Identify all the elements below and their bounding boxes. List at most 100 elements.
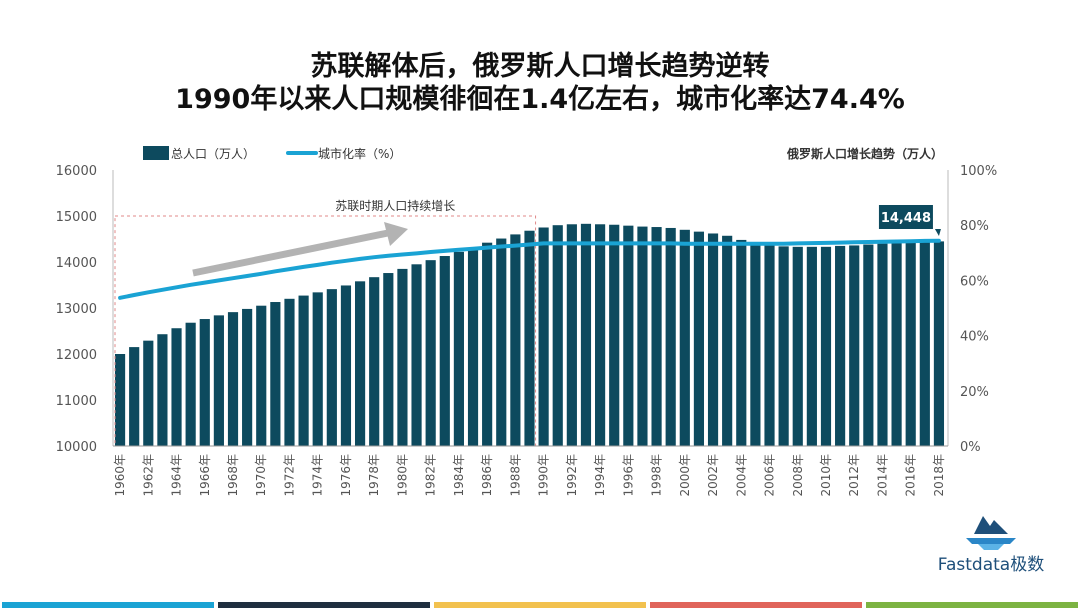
trend-arrow-shaft [192, 229, 389, 277]
x-tick-label: 1992年 [565, 454, 579, 497]
x-tick-label: 1980年 [395, 454, 409, 497]
bar [340, 285, 352, 446]
bar [171, 328, 182, 446]
bar [439, 256, 450, 446]
x-tick-label: 2016年 [904, 454, 918, 497]
bar [849, 245, 860, 446]
bar [792, 246, 803, 446]
bottom-color-bar [434, 602, 646, 608]
bar [157, 334, 168, 446]
y-left-tick-label: 10000 [56, 440, 97, 455]
bar [143, 340, 154, 446]
bar [199, 319, 210, 446]
x-tick-label: 2002年 [706, 454, 720, 497]
bar [722, 235, 733, 446]
x-tick-label: 1966年 [198, 454, 212, 497]
bar [482, 242, 493, 446]
bottom-color-bar [2, 602, 214, 608]
annotation-label: 苏联时期人口持续增长 [335, 198, 455, 213]
bar [369, 277, 380, 446]
y-right-tick-label: 0% [960, 440, 981, 455]
x-tick-label: 1990年 [537, 454, 551, 497]
bar [425, 260, 436, 446]
x-tick-label: 1970年 [254, 454, 268, 497]
bar [580, 223, 592, 446]
bottom-color-bar [218, 602, 430, 608]
y-right-tick-label: 60% [960, 274, 989, 289]
bar [665, 227, 676, 446]
x-tick-label: 1986年 [480, 454, 494, 497]
x-tick-label: 1984年 [452, 454, 466, 497]
bar [312, 292, 323, 446]
x-tick-label: 1994年 [593, 454, 607, 497]
bottom-color-bar [650, 602, 862, 608]
bar [609, 224, 620, 446]
x-tick-label: 1960年 [113, 454, 127, 497]
bar [595, 224, 606, 446]
bar [354, 281, 366, 446]
y-right-tick-label: 40% [960, 330, 989, 345]
bar [227, 312, 239, 446]
bar [284, 298, 295, 446]
chart-title-line2: 1990年以来人口规模徘徊在1.4亿左右，城市化率达74.4% [175, 84, 905, 115]
x-tick-label: 2008年 [791, 454, 805, 497]
y-left-tick-label: 15000 [56, 210, 97, 225]
x-tick-label: 1968年 [226, 454, 240, 497]
right-axis-header: 俄罗斯人口增长趋势（万人） [786, 146, 943, 161]
bottom-color-bar [866, 602, 1078, 608]
x-tick-label: 2004年 [734, 454, 748, 497]
legend-bar-swatch [143, 146, 169, 160]
x-tick-label: 2000年 [678, 454, 692, 497]
x-tick-label: 2018年 [932, 454, 946, 497]
bar [566, 224, 577, 446]
y-left-tick-label: 12000 [56, 348, 97, 363]
x-tick-label: 1976年 [339, 454, 353, 497]
x-tick-label: 1978年 [367, 454, 381, 497]
bar [820, 246, 832, 446]
y-left-tick-label: 11000 [56, 394, 97, 409]
bar [835, 245, 846, 446]
bar [383, 273, 394, 446]
x-tick-label: 1974年 [311, 454, 325, 497]
bar [764, 244, 775, 446]
bar [185, 322, 196, 446]
bar [326, 289, 337, 446]
bar [213, 315, 224, 446]
y-left-tick-label: 13000 [56, 302, 97, 317]
x-tick-label: 1998年 [650, 454, 664, 497]
x-tick-label: 1988年 [508, 454, 522, 497]
bar [129, 347, 140, 446]
bar [693, 231, 705, 446]
x-tick-label: 1972年 [282, 454, 296, 497]
bar [256, 305, 267, 446]
x-tick-label: 1964年 [170, 454, 184, 497]
urbanization-rate-line [118, 238, 941, 300]
legend-bar-label: 总人口（万人） [171, 147, 255, 161]
bar [538, 227, 549, 446]
y-right-tick-label: 100% [960, 164, 997, 179]
bar [933, 241, 945, 446]
bar [298, 295, 309, 446]
bar [637, 226, 648, 446]
x-tick-label: 2012年 [847, 454, 861, 497]
y-right-tick-label: 20% [960, 385, 989, 400]
chart-title-line1: 苏联解体后，俄罗斯人口增长趋势逆转 [310, 51, 770, 82]
bar [510, 234, 521, 446]
y-left-tick-label: 16000 [56, 164, 97, 179]
bar [524, 230, 535, 446]
bar [496, 238, 507, 446]
x-tick-label: 1962年 [141, 454, 155, 497]
callout-value: 14,448 [881, 211, 931, 226]
bar [397, 268, 408, 446]
bar [623, 225, 634, 446]
y-right-tick-label: 80% [960, 219, 989, 234]
bar [242, 308, 253, 446]
x-tick-label: 2014年 [875, 454, 889, 497]
bar [679, 229, 690, 446]
callout-pointer-icon [934, 229, 941, 236]
bar [891, 243, 902, 446]
bar [114, 354, 126, 446]
bar [778, 246, 789, 446]
bar [707, 233, 719, 446]
